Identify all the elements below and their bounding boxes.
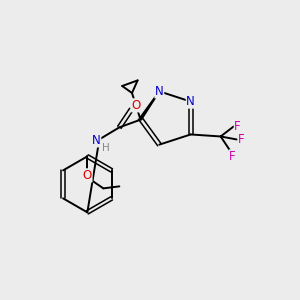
Text: F: F — [238, 133, 245, 146]
Text: H: H — [103, 143, 110, 153]
Text: F: F — [229, 150, 236, 163]
Text: N: N — [155, 85, 164, 98]
Text: N: N — [186, 95, 195, 108]
Text: O: O — [132, 99, 141, 112]
Text: N: N — [92, 134, 101, 147]
Text: F: F — [234, 120, 241, 133]
Text: O: O — [83, 169, 92, 182]
